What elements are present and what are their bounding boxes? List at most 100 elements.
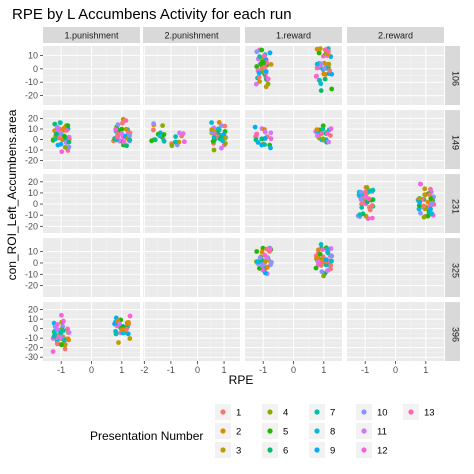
data-point [152, 137, 158, 143]
facet-strip-row-label: 325 [451, 263, 461, 278]
data-point [59, 342, 64, 348]
data-point [253, 81, 259, 87]
data-point [127, 313, 133, 319]
legend-label: 2 [236, 427, 241, 438]
data-point [151, 121, 157, 127]
data-point [119, 126, 125, 132]
data-point [428, 196, 434, 202]
data-point [58, 329, 63, 335]
facet-strip-label: 2.reward [378, 31, 413, 41]
data-point [127, 137, 133, 143]
data-point [268, 136, 274, 142]
legend-label: 1 [236, 408, 241, 419]
data-point [328, 246, 334, 251]
data-point [254, 49, 260, 55]
data-point [325, 268, 330, 273]
legend-title: Presentation Number [90, 429, 203, 443]
chart-title: RPE by L Accumbens Activity for each run [12, 6, 292, 23]
legend-label: 7 [330, 408, 335, 419]
data-point [256, 74, 262, 80]
y-tick-label: -20 [25, 221, 38, 231]
data-point [263, 258, 268, 264]
legend-label: 9 [330, 446, 335, 457]
data-point [329, 258, 334, 264]
data-point [427, 192, 433, 198]
data-point [329, 253, 335, 259]
data-point [160, 123, 166, 128]
x-tick-label: 1 [222, 365, 227, 375]
facet-strip-label: 1.reward [276, 31, 311, 41]
data-point [211, 147, 217, 153]
y-tick-label: -10 [25, 333, 38, 343]
data-point [262, 53, 267, 59]
data-point [324, 131, 330, 136]
data-point [314, 127, 320, 132]
y-tick-label: 10 [28, 124, 38, 134]
data-point [322, 76, 328, 82]
y-tick-label: -20 [25, 281, 38, 291]
data-point [263, 84, 269, 90]
facet-strip-row [445, 46, 460, 105]
data-point [54, 327, 60, 332]
x-tick-label: 1 [321, 365, 326, 375]
data-point [115, 131, 121, 137]
data-point [54, 131, 59, 137]
data-point [267, 50, 273, 56]
y-tick-label: 20 [28, 305, 38, 315]
data-point [151, 127, 156, 133]
data-point [363, 189, 368, 195]
x-tick-label: 0 [89, 365, 94, 375]
data-point [421, 214, 427, 220]
data-point [326, 139, 331, 145]
data-point [62, 133, 67, 139]
legend-swatch [361, 409, 367, 415]
data-point [50, 349, 56, 354]
legend-label: 12 [377, 446, 388, 457]
x-tick-label: 1 [119, 365, 124, 375]
data-point [358, 197, 364, 203]
data-point [65, 326, 70, 332]
data-point [62, 337, 67, 343]
data-point [149, 138, 155, 144]
data-point [318, 81, 324, 87]
data-point [220, 138, 225, 144]
y-axis-title: con_ROI_Left_Accumbens.area [5, 109, 19, 280]
data-point [320, 126, 326, 132]
facet-strip-column [43, 27, 140, 43]
data-point [66, 330, 72, 335]
data-point [255, 259, 261, 265]
data-point [66, 144, 72, 150]
facet-panels [43, 46, 444, 361]
data-point [325, 250, 331, 256]
data-point [269, 259, 274, 265]
y-tick-label: 10 [28, 247, 38, 257]
data-point [57, 120, 63, 125]
data-point [222, 123, 228, 129]
data-point [314, 73, 319, 79]
y-tick-label: 0 [33, 258, 38, 268]
data-point [367, 207, 373, 213]
data-point [263, 69, 269, 74]
x-tick-label: -1 [57, 365, 65, 375]
x-tick-label: -1 [167, 365, 175, 375]
y-tick-label: -20 [25, 156, 38, 166]
data-point [268, 62, 274, 67]
y-tick-label: 20 [28, 177, 38, 187]
legend-swatch [267, 447, 273, 453]
legend-swatch [314, 428, 320, 434]
data-point [321, 66, 327, 71]
data-point [314, 133, 320, 139]
data-point [113, 331, 119, 337]
facet-strips: 1.punishment 2.punishment 1.reward 2.reward… [43, 27, 461, 361]
data-point [317, 46, 323, 52]
data-point [262, 252, 268, 258]
data-point [119, 131, 125, 136]
data-point [314, 61, 320, 67]
data-point [257, 255, 263, 261]
data-point [177, 130, 182, 136]
facet-strip-row [445, 238, 460, 297]
x-axes: -1 0 1 -2 -1 0 1 -1 0 1 -1 0 1 [57, 361, 428, 375]
data-point [55, 124, 60, 130]
data-point [61, 318, 66, 324]
